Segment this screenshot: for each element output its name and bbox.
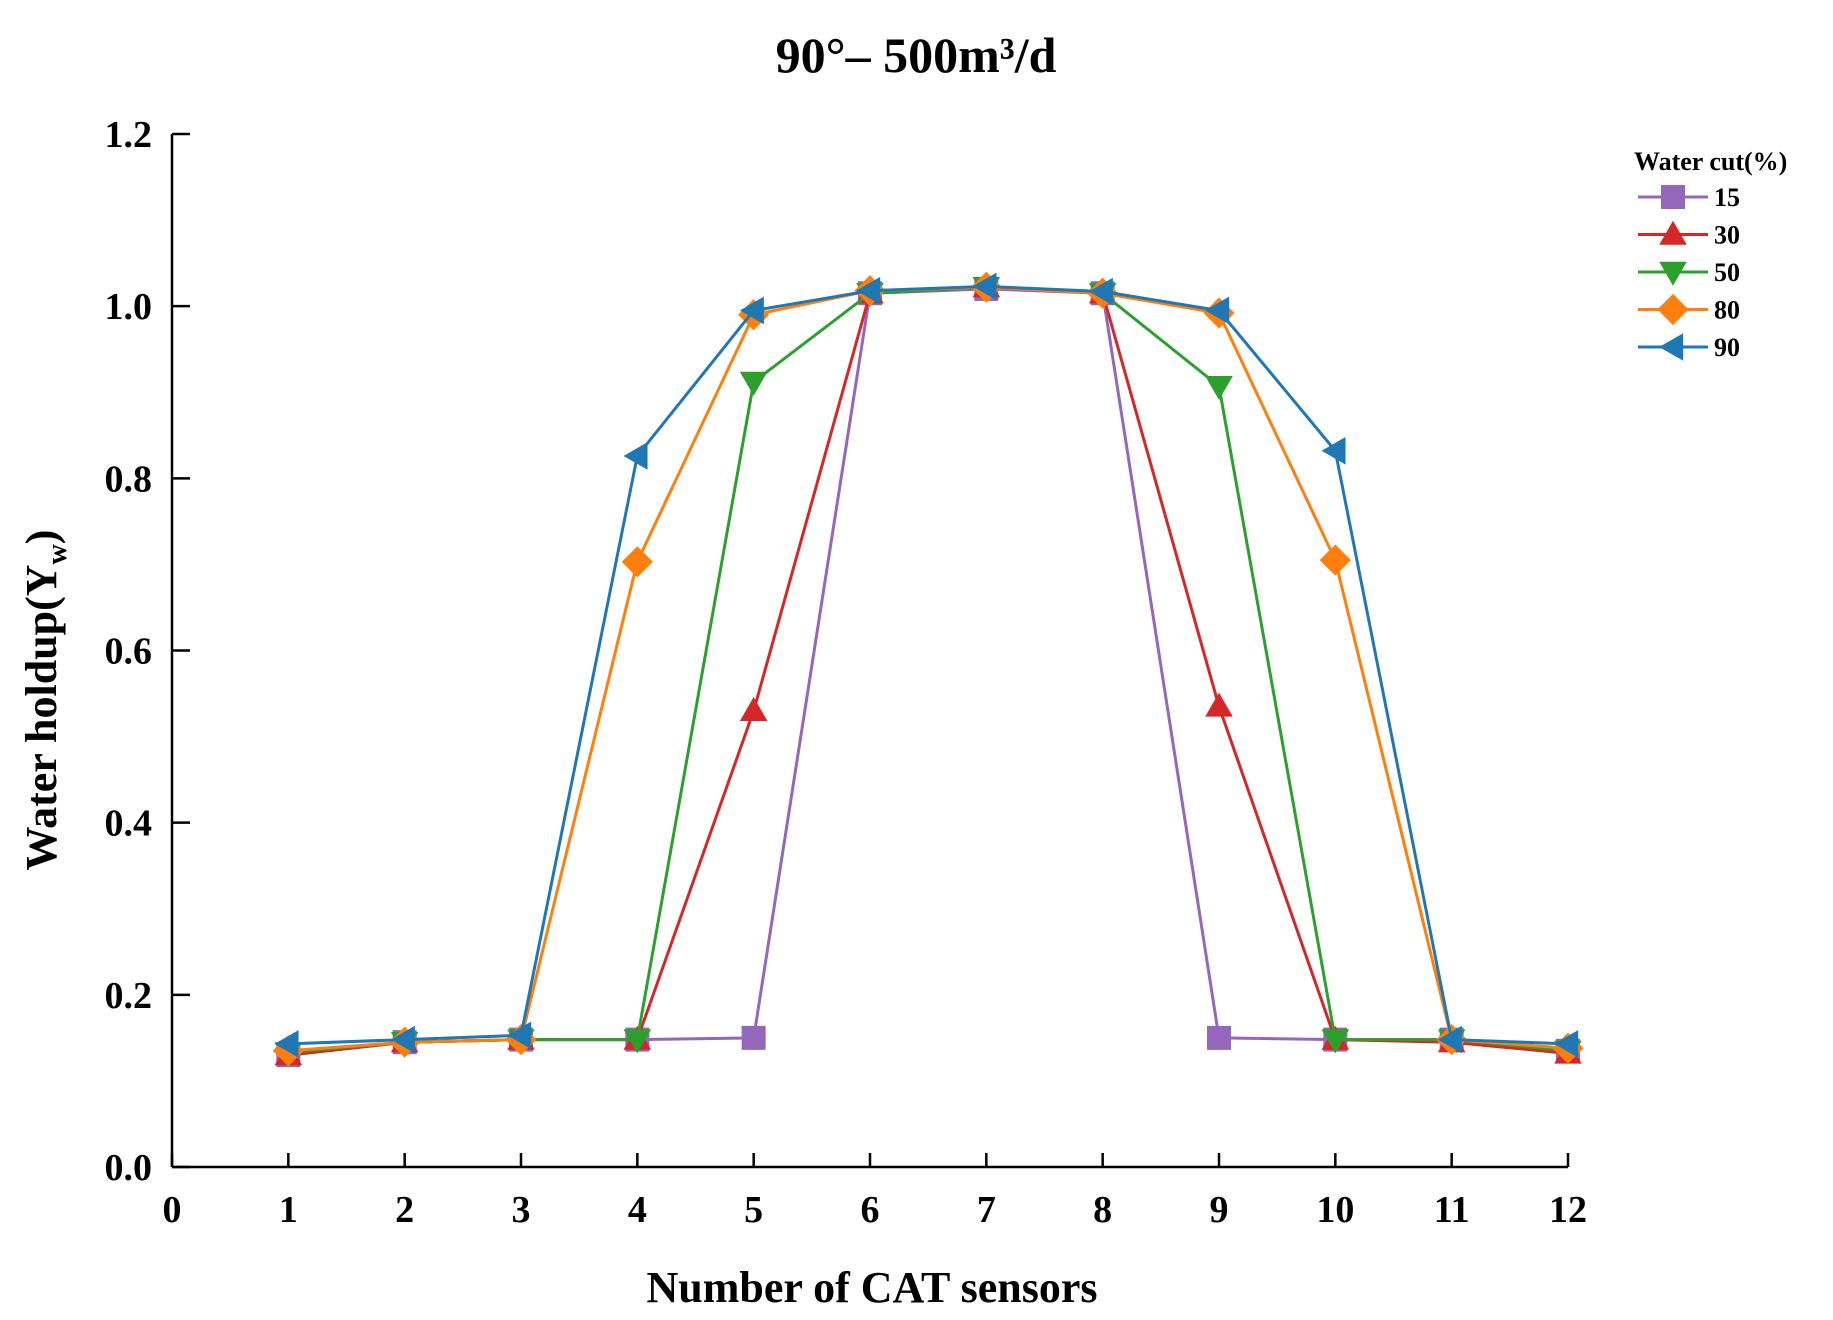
- data-point-30: [1205, 692, 1233, 717]
- series-90: [274, 272, 1579, 1058]
- data-point-50: [1205, 376, 1233, 401]
- x-tick-label: 11: [1434, 1189, 1470, 1231]
- x-tick-label: 9: [1210, 1189, 1229, 1231]
- y-tick-label: 0.6: [105, 631, 153, 673]
- chart-title: 90°– 500m³/d: [776, 27, 1057, 83]
- legend-marker-90: [1659, 333, 1684, 361]
- x-axis-label: Number of CAT sensors: [646, 1263, 1097, 1312]
- legend-item-80: 80: [1638, 293, 1740, 326]
- x-tick-label: 5: [744, 1189, 763, 1231]
- data-point-90: [623, 442, 648, 470]
- data-point-80: [1319, 544, 1351, 576]
- x-tick-label: 8: [1093, 1189, 1112, 1231]
- legend-marker-30: [1659, 220, 1687, 245]
- data-point-90: [1088, 277, 1113, 306]
- data-point-80: [621, 546, 653, 578]
- x-tick-label: 12: [1549, 1189, 1587, 1231]
- series-line-15: [288, 287, 1569, 1057]
- legend-item-90: 90: [1638, 333, 1740, 362]
- y-tick-label: 0.0: [105, 1147, 153, 1189]
- series-80: [272, 271, 1584, 1067]
- data-point-90: [507, 1021, 532, 1050]
- x-tick-label: 1: [279, 1189, 298, 1231]
- series-30: [274, 273, 1582, 1066]
- y-axis-label: Water holdup(Yw): [17, 530, 73, 871]
- y-tick-label: 1.2: [105, 114, 153, 156]
- series-line-50: [288, 285, 1569, 1054]
- legend-item-50: 50: [1638, 258, 1740, 287]
- data-point-90: [274, 1030, 299, 1058]
- series-50: [274, 277, 1582, 1067]
- data-point-50: [739, 371, 768, 396]
- legend-marker-15: [1661, 185, 1685, 209]
- series-line-90: [288, 284, 1569, 1046]
- data-point-50: [623, 1029, 652, 1054]
- plot-axes: 0 1 2 3 4 5 6 7 8 9 10 11 120.00.20.40.60.81.01.2: [105, 114, 1588, 1231]
- legend-label: 50: [1714, 258, 1740, 287]
- series-line-30: [288, 285, 1569, 1057]
- legend-marker-80: [1657, 293, 1689, 326]
- data-point-90: [1321, 436, 1346, 465]
- legend-item-30: 30: [1638, 221, 1740, 250]
- data-point-15: [1207, 1025, 1231, 1050]
- series-15: [276, 276, 1580, 1068]
- legend-marker-50: [1659, 261, 1687, 286]
- data-point-90: [390, 1025, 415, 1054]
- data-point-90: [1205, 296, 1230, 325]
- x-tick-label: 6: [861, 1189, 880, 1231]
- data-point-50: [1321, 1029, 1350, 1054]
- legend-label: 80: [1714, 296, 1740, 325]
- x-tick-label: 10: [1316, 1189, 1354, 1231]
- legend-title: Water cut(%): [1634, 147, 1787, 176]
- y-tick-label: 0.4: [105, 803, 153, 845]
- y-tick-label: 0.8: [105, 458, 153, 500]
- x-tick-label: 7: [977, 1189, 996, 1231]
- data-point-90: [1437, 1025, 1462, 1054]
- x-tick-label: 2: [395, 1189, 414, 1231]
- data-point-90: [739, 296, 764, 325]
- y-tick-label: 1.0: [105, 286, 153, 328]
- x-tick-label: 3: [512, 1189, 531, 1231]
- series-line-80: [288, 285, 1569, 1053]
- legend-item-15: 15: [1638, 183, 1740, 212]
- y-tick-label: 0.2: [105, 975, 153, 1017]
- data-point-90: [972, 272, 997, 301]
- legend-label: 30: [1714, 221, 1740, 250]
- legend: Water cut(%) 15 30 50 80 90: [1634, 147, 1787, 362]
- data-point-15: [741, 1025, 766, 1050]
- data-point-90: [1554, 1030, 1579, 1058]
- x-tick-label: 0: [163, 1189, 182, 1231]
- x-tick-label: 4: [628, 1189, 647, 1231]
- data-point-90: [856, 276, 881, 305]
- legend-label: 15: [1714, 183, 1740, 212]
- data-point-30: [739, 696, 768, 721]
- legend-label: 90: [1714, 333, 1740, 362]
- series-layer: [272, 271, 1584, 1068]
